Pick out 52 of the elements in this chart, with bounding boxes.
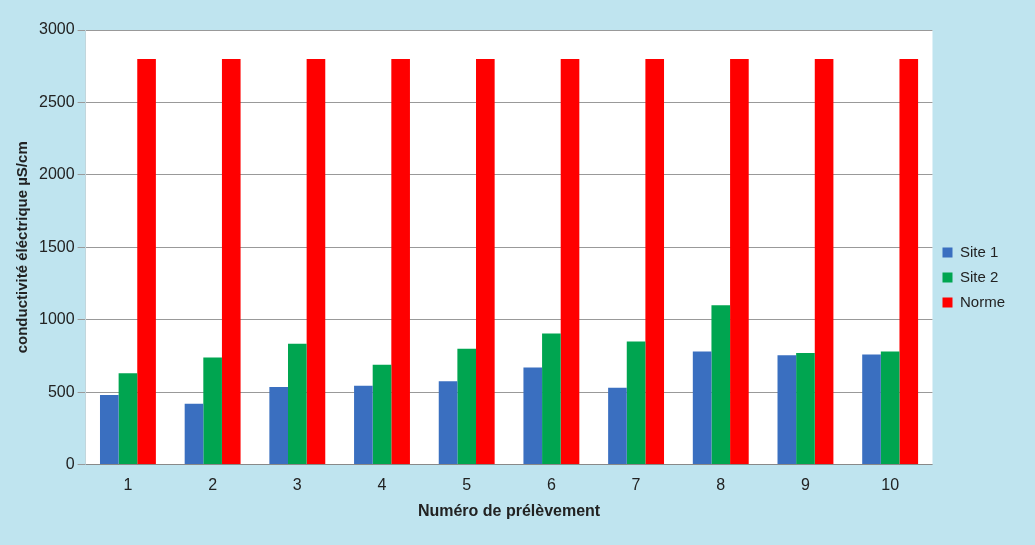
x-tick-label: 1	[123, 475, 133, 493]
bar	[391, 58, 410, 465]
bar	[711, 305, 731, 465]
bar	[645, 58, 665, 465]
x-tick-label: 10	[881, 475, 900, 493]
legend-label: Site 1	[959, 242, 999, 260]
x-tick-label: 2	[208, 475, 218, 493]
bar	[692, 351, 712, 465]
x-tick-label: 5	[462, 475, 472, 493]
bar	[99, 395, 119, 465]
bar	[438, 381, 458, 465]
bar	[306, 58, 326, 465]
bar	[476, 58, 495, 465]
bar	[118, 373, 138, 465]
x-tick-label: 9	[801, 475, 810, 493]
bar	[730, 58, 749, 465]
y-axis-title: conductivité éléctrique µS/cm	[13, 141, 31, 354]
bar	[560, 58, 580, 465]
x-axis-title: Numéro de prélèvement	[417, 501, 601, 519]
bar	[203, 357, 222, 465]
bar	[184, 403, 204, 465]
bar	[542, 333, 561, 465]
bar	[899, 58, 919, 465]
y-tick-label: 0	[65, 455, 75, 473]
legend-label: Norme	[959, 292, 1006, 310]
bar	[523, 367, 543, 465]
bar	[626, 341, 646, 465]
bar	[137, 58, 156, 465]
y-tick-label: 1500	[39, 237, 75, 255]
x-tick-label: 8	[716, 475, 726, 493]
bar	[796, 353, 815, 465]
bar	[814, 58, 834, 465]
x-tick-label: 3	[292, 475, 302, 493]
x-tick-label: 4	[377, 475, 387, 493]
bar	[457, 348, 477, 465]
x-tick-label: 6	[546, 475, 556, 493]
bar	[608, 387, 627, 465]
bar	[880, 351, 900, 465]
y-tick-label: 500	[47, 382, 75, 400]
y-tick-label: 2500	[39, 92, 75, 110]
bar	[777, 355, 797, 465]
bar	[221, 58, 241, 465]
bar	[288, 343, 307, 465]
legend-label: Site 2	[959, 267, 999, 285]
x-tick-label: 7	[631, 475, 641, 493]
y-tick-label: 1000	[39, 310, 75, 328]
bar	[269, 387, 288, 465]
bar	[354, 385, 373, 465]
y-tick-label: 3000	[39, 20, 75, 38]
y-tick-label: 2000	[39, 165, 75, 183]
bar	[862, 354, 881, 465]
bar	[372, 364, 392, 465]
